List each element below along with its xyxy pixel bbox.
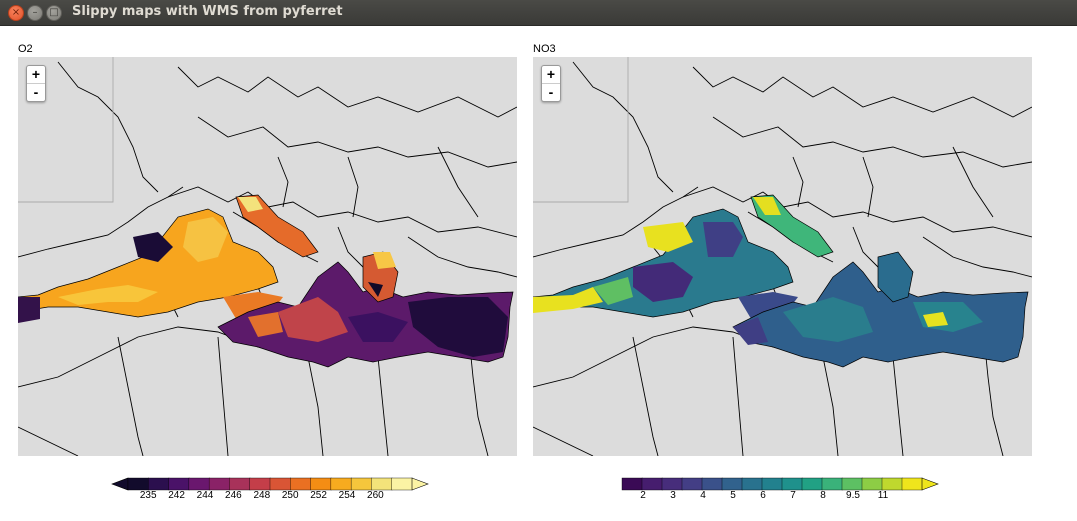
o2-colorbar-tick-label: 250 — [281, 490, 299, 501]
no3-colorbar-segment — [761, 477, 783, 491]
no3-colorbar-segment — [701, 477, 723, 491]
no3-colorbar-segment — [881, 477, 903, 491]
o2-colorbar-segment — [229, 477, 251, 491]
o2-colorbar-tick-label: 260 — [367, 490, 384, 501]
o2-colorbar-segment — [188, 477, 210, 491]
no3-zoom-out-button[interactable]: - — [542, 83, 560, 101]
window-maximize-button[interactable]: □ — [46, 5, 62, 21]
no3-map[interactable]: + - — [533, 57, 1032, 456]
window-close-button[interactable]: × — [8, 5, 24, 21]
o2-colorbar-segment — [350, 477, 373, 491]
no3-map-label: NO3 — [533, 43, 556, 55]
o2-map-label: O2 — [18, 43, 33, 55]
o2-colorbar-segment — [148, 477, 170, 491]
o2-colorbar-segment — [127, 477, 149, 491]
o2-colorbar-tick-label: 252 — [310, 490, 327, 501]
o2-colorbar-segment — [391, 477, 413, 491]
o2-colorbar-tick-label: 244 — [196, 490, 214, 501]
no3-colorbar-segment — [841, 477, 863, 491]
o2-colorbar-tick-label: 248 — [253, 490, 271, 501]
o2-colorbar-segment — [269, 477, 291, 491]
no3-map-canvas[interactable] — [533, 57, 1032, 456]
o2-colorbar-segment — [208, 477, 231, 491]
window-titlebar: × – □ Slippy maps with WMS from pyferret — [0, 0, 1077, 26]
no3-colorbar-graphic — [621, 477, 939, 491]
no3-colorbar-high-extend — [921, 477, 939, 491]
no3-colorbar-segment — [821, 477, 843, 491]
o2-colorbar-segment — [310, 477, 332, 491]
no3-colorbar-tick-label: 3 — [670, 490, 676, 501]
no3-zoom-in-button[interactable]: + — [546, 66, 556, 82]
no3-colorbar-segment — [901, 477, 923, 491]
o2-colorbar-tick-label: 235 — [139, 490, 157, 501]
no3-colorbar-segment — [681, 477, 703, 491]
o2-colorbar-segment — [249, 477, 271, 491]
no3-colorbar-segment — [621, 477, 643, 491]
no3-colorbar — [621, 477, 939, 491]
no3-colorbar-segment — [661, 477, 683, 491]
window-title: Slippy maps with WMS from pyferret — [72, 4, 343, 19]
o2-colorbar-segment — [371, 477, 393, 491]
no3-colorbar-segment — [721, 477, 743, 491]
no3-colorbar-tick-label: 5 — [730, 490, 736, 501]
window-minimize-button[interactable]: – — [27, 5, 43, 21]
o2-zoom-control: + - — [26, 65, 46, 102]
o2-colorbar — [111, 477, 429, 491]
no3-colorbar-tick-label: 2 — [640, 490, 646, 501]
no3-colorbar-tick-label: 6 — [760, 490, 766, 501]
no3-zoom-control: + - — [541, 65, 561, 102]
no3-colorbar-tick-label: 8 — [820, 490, 826, 501]
no3-colorbar-tick-label: 9.5 — [846, 490, 860, 501]
o2-colorbar-graphic — [111, 477, 429, 491]
o2-colorbar-tick-label: 254 — [338, 490, 356, 501]
no3-colorbar-segment — [781, 477, 803, 491]
o2-colorbar-segment — [168, 477, 190, 491]
o2-zoom-in-button[interactable]: + — [31, 66, 41, 82]
o2-map-canvas[interactable] — [18, 57, 517, 456]
no3-colorbar-segment — [801, 477, 823, 491]
no3-colorbar-segment — [741, 477, 763, 491]
no3-colorbar-tick-label: 11 — [877, 490, 889, 501]
no3-colorbar-tick-label: 7 — [790, 490, 796, 501]
o2-colorbar-high-extend — [411, 477, 429, 491]
no3-colorbar-segment — [641, 477, 663, 491]
o2-colorbar-tick-label: 246 — [225, 490, 242, 501]
o2-map[interactable]: + - — [18, 57, 517, 456]
o2-colorbar-segment — [330, 477, 352, 491]
o2-colorbar-low-extend — [111, 477, 129, 491]
o2-colorbar-segment — [290, 477, 312, 491]
no3-colorbar-segment — [861, 477, 883, 491]
no3-colorbar-tick-label: 4 — [700, 490, 706, 501]
o2-colorbar-tick-label: 242 — [168, 490, 185, 501]
o2-zoom-out-button[interactable]: - — [27, 83, 45, 101]
